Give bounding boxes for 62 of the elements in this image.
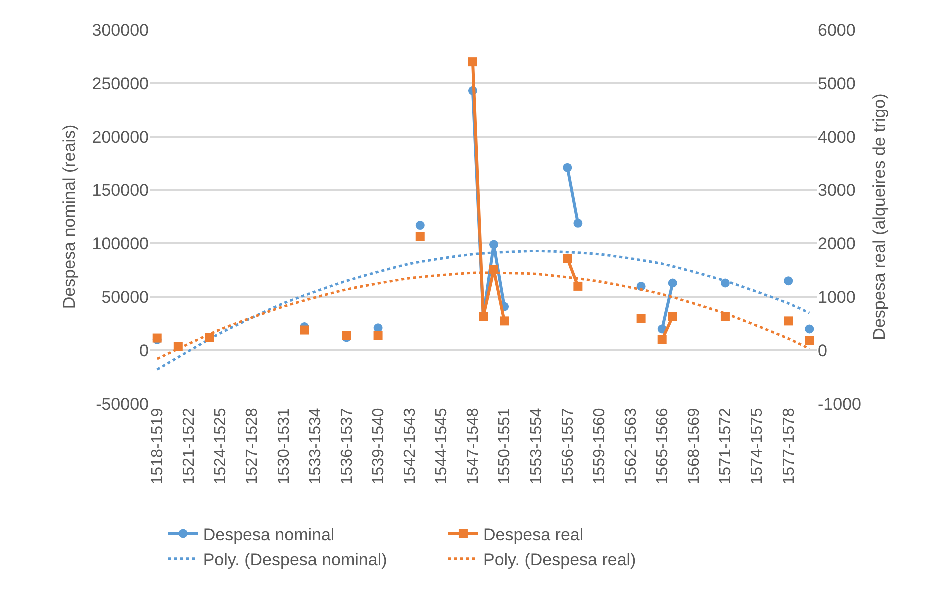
x-tick-label: 1550-1551 <box>496 408 514 485</box>
point <box>300 326 310 335</box>
x-tick-label: 1556-1557 <box>560 408 577 485</box>
point <box>416 221 425 230</box>
y-tick-label: 0 <box>140 342 149 361</box>
y2-tick-label: 2000 <box>818 234 856 254</box>
x-tick-label: 1553-1554 <box>528 408 546 485</box>
point <box>205 333 214 342</box>
point <box>574 218 583 228</box>
x-tick-label: 1571-1572 <box>718 408 735 485</box>
y2-tick-label: -1000 <box>818 394 862 414</box>
x-tick-label: 1527-1528 <box>244 408 262 485</box>
y2-tick-label: 3000 <box>818 181 856 200</box>
x-tick-label: 1533-1534 <box>307 408 324 485</box>
x-tick-label: 1568-1569 <box>686 408 704 485</box>
x-tick-label: 1536-1537 <box>338 408 356 485</box>
x-tick-label: 1542-1543 <box>402 408 420 485</box>
y-tick-label: 50000 <box>102 288 149 308</box>
x-tick-label: 1530-1531 <box>276 408 293 485</box>
point <box>468 58 478 67</box>
x-tick-label: 1524-1525 <box>212 408 230 485</box>
y-tick-label: 250000 <box>92 74 149 94</box>
x-tick-label: 1574-1575 <box>749 408 766 485</box>
x-tick-label: 1559-1560 <box>591 408 608 485</box>
y2-tick-label: 1000 <box>818 288 856 308</box>
point <box>668 312 678 322</box>
x-tick-label: 1539-1540 <box>370 408 388 485</box>
y-tick-label: 100000 <box>92 234 149 254</box>
x-tick-label: 1577-1578 <box>780 408 798 485</box>
point <box>563 254 572 264</box>
x-tick-label: 1544-1545 <box>434 408 451 485</box>
x-tick-label: 1521-1522 <box>181 408 198 485</box>
y2-tick-label: 4000 <box>818 128 856 147</box>
y-axis-title: Despesa nominal (reais) <box>60 124 79 310</box>
point <box>784 276 794 286</box>
point <box>784 316 794 326</box>
x-tick-label: 1547-1548 <box>465 408 482 485</box>
point <box>636 314 646 324</box>
point <box>574 282 583 291</box>
point <box>563 163 572 172</box>
point <box>658 335 667 344</box>
y2-tick-label: 6000 <box>818 20 856 40</box>
y-tick-label: 150000 <box>92 181 149 200</box>
y2-axis-title: Despesa real (alqueires de trigo) <box>870 94 889 340</box>
legend-label: Despesa real <box>483 525 584 544</box>
y-tick-label: -50000 <box>96 394 149 414</box>
legend-label: Despesa nominal <box>203 525 335 544</box>
point <box>805 324 814 334</box>
point <box>668 278 678 288</box>
x-tick-label: 1565-1566 <box>654 408 672 485</box>
y-tick-label: 300000 <box>92 20 149 40</box>
legend-label: Poly. (Despesa nominal) <box>203 550 388 570</box>
y2-tick-label: 0 <box>818 342 828 361</box>
point <box>805 336 814 346</box>
point <box>374 331 383 340</box>
x-tick-label: 1518-1519 <box>150 408 167 485</box>
y-tick-label: 200000 <box>92 128 149 147</box>
x-tick-label: 1562-1563 <box>622 408 640 485</box>
point <box>416 232 425 242</box>
legend-label: Poly. (Despesa real) <box>483 550 636 570</box>
point <box>500 316 510 326</box>
y2-tick-label: 5000 <box>818 74 856 94</box>
